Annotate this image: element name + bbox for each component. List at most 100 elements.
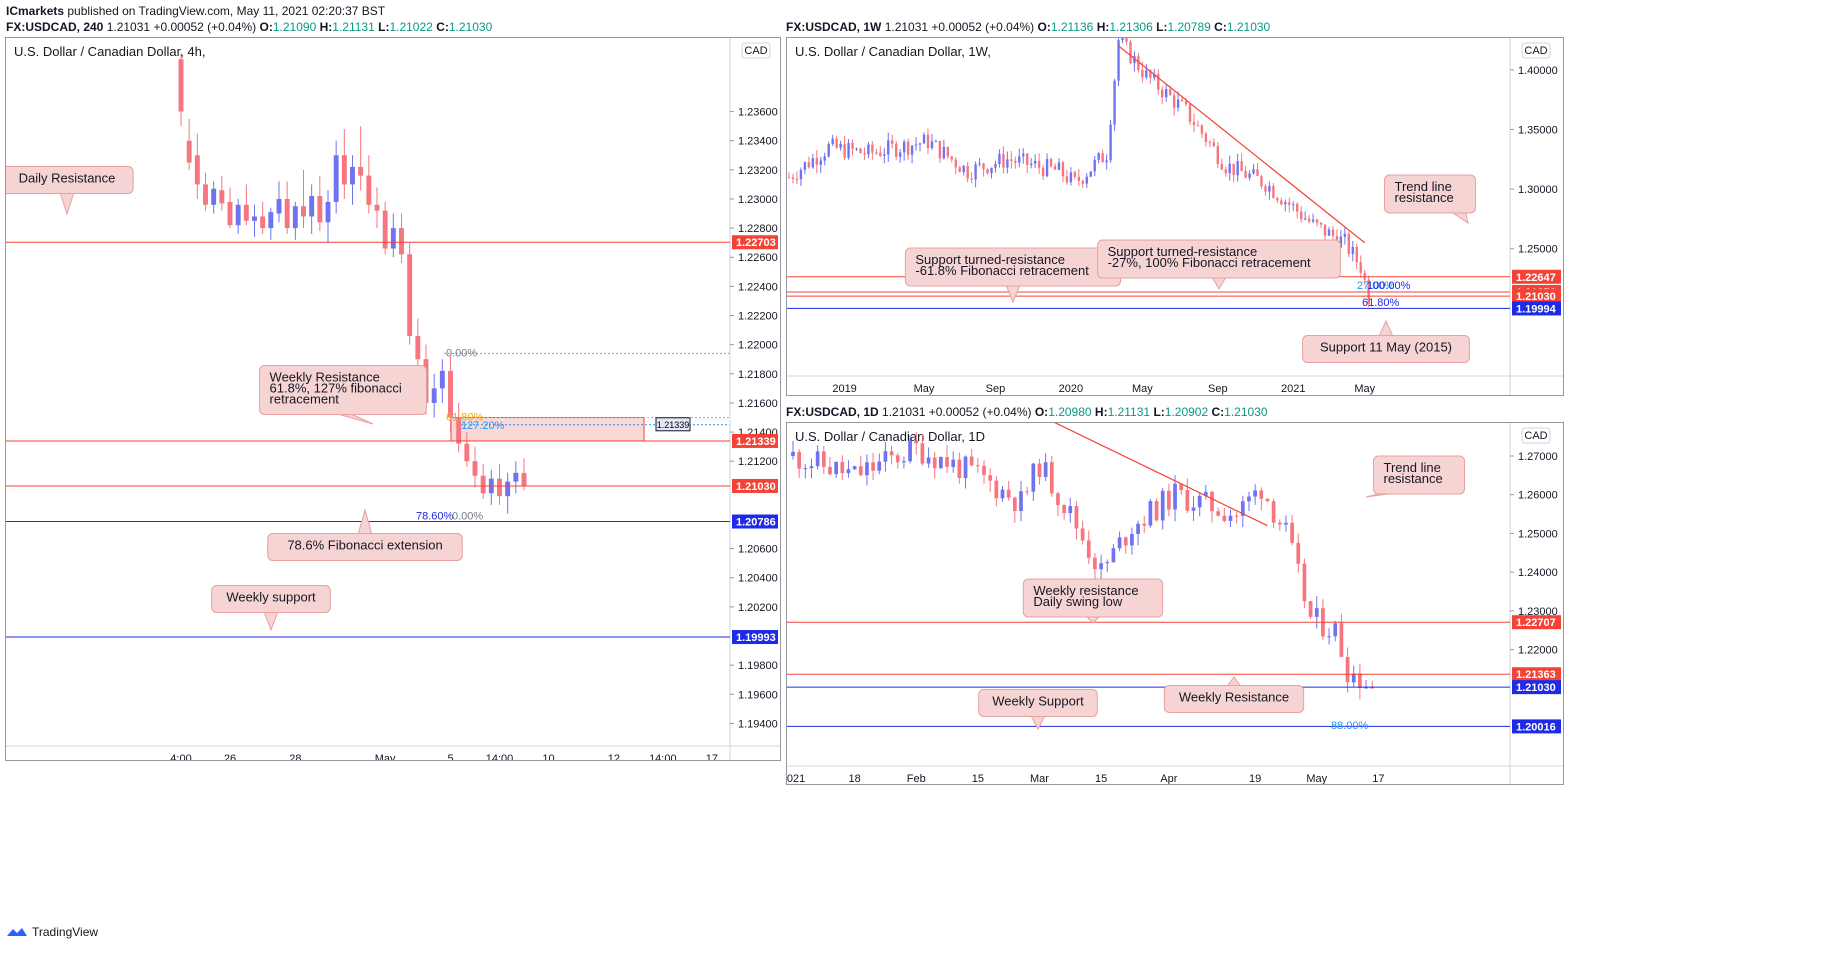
candle-body [883,451,888,462]
candle [358,126,364,191]
candle-body [879,152,882,156]
candle [926,447,931,468]
chart-daily-svg[interactable]: U.S. Dollar / Canadian Dollar, 1D CAD 1.27… [787,423,1563,784]
price-label: 1.21030 [1512,289,1561,304]
candle [1228,155,1231,181]
candle [1252,164,1255,175]
candle-body [1276,197,1279,201]
candle [260,201,266,234]
candle [889,445,894,465]
candle [879,146,882,158]
callout-text: Support 11 May (2015) [1320,340,1452,355]
price-label: 1.22647 [1512,269,1561,284]
candle [976,457,980,473]
candle-body [1212,142,1216,147]
x-tick-label: 17 [706,753,718,760]
tradingview-footer[interactable]: TradingView [6,925,98,939]
candle-body [1043,462,1048,477]
candle [1296,202,1299,219]
candle-body [1292,204,1295,206]
candle-body [932,457,937,469]
candle [982,162,985,177]
candle [1319,222,1323,228]
price-label-box [1512,301,1561,316]
candle [1311,213,1315,224]
candle [1105,559,1110,573]
candle [1179,483,1184,495]
candle [1173,475,1177,522]
candle-body [1117,40,1120,81]
candle [978,157,981,167]
currency-badge-box [1521,42,1551,59]
price-label-box [732,235,778,250]
candle-body [1068,506,1073,514]
candle-body [1121,38,1124,41]
chart-weekly-svg[interactable]: U.S. Dollar / Canadian Dollar, 1W, CAD 1.4… [787,38,1563,395]
candle-body [1136,523,1140,535]
candle-body [1141,69,1144,78]
candle [1025,486,1030,496]
chart-panel-4h[interactable]: 1.21339 U.S. Dollar / Canadian Dollar, 4h… [5,37,781,761]
candle-body [1145,70,1148,78]
candle [1280,197,1283,206]
price-label: 1.21030 [732,478,778,493]
candle-body [456,417,462,444]
tradingview-brand: TradingView [32,925,99,939]
candle-body [835,138,838,148]
callout-box [211,585,331,613]
callout-text: Daily swing low [1033,594,1122,609]
chart-panel-weekly[interactable]: U.S. Dollar / Canadian Dollar, 1W, CAD 1.4… [786,37,1564,396]
y-tick-label: 1.24000 [1518,567,1558,579]
candle [431,373,437,418]
callout: Weekly support [211,585,331,632]
candle [1049,455,1054,497]
candle [908,435,912,464]
candle-body [1153,74,1156,78]
candle [791,173,795,184]
candle-body [1057,162,1061,170]
chart-4h-svg[interactable]: 1.21339 U.S. Dollar / Canadian Dollar, 4h… [6,38,780,760]
candle [1232,163,1235,183]
candle-body [922,134,926,144]
candle-body [1012,497,1017,511]
y-tick-label: 1.19600 [738,689,778,701]
candle-body [1260,176,1263,187]
candle-body [211,188,217,205]
candle [852,465,857,470]
candle [932,451,937,479]
y-tick-label: 1.19800 [738,660,778,672]
candle-body [1077,176,1081,181]
candle [803,464,808,479]
callout-text: Weekly support [226,590,316,605]
candle [883,147,886,164]
candle [464,432,470,468]
candle-body [1117,537,1122,549]
candle [1196,120,1200,127]
x-tick-label: 17 [1372,773,1384,784]
candle-body [1149,70,1152,78]
candle [988,468,993,492]
candle-body [1111,548,1116,563]
candle [926,128,930,154]
y-tick-label: 1.23000 [738,194,778,206]
candle-body [301,206,306,217]
candle [1351,665,1356,687]
x-tick-label: 4:00 [170,753,191,760]
candle [902,456,906,469]
candle [1204,131,1208,147]
candle-body [962,165,965,173]
candle [1123,536,1128,554]
candle [1077,169,1081,186]
candle-body [1179,483,1184,491]
candle [821,446,826,475]
candle [1073,170,1077,180]
candle-body [1284,522,1288,525]
chart-panel-daily[interactable]: U.S. Dollar / Canadian Dollar, 1D CAD 1.27… [786,422,1564,785]
candle [962,165,965,176]
candle-body [1314,608,1319,617]
candle [934,139,938,143]
currency-badge: CAD [1521,427,1551,444]
candle-body [472,461,478,476]
candle [1065,169,1069,185]
publisher-name[interactable]: ICmarkets [6,4,65,18]
